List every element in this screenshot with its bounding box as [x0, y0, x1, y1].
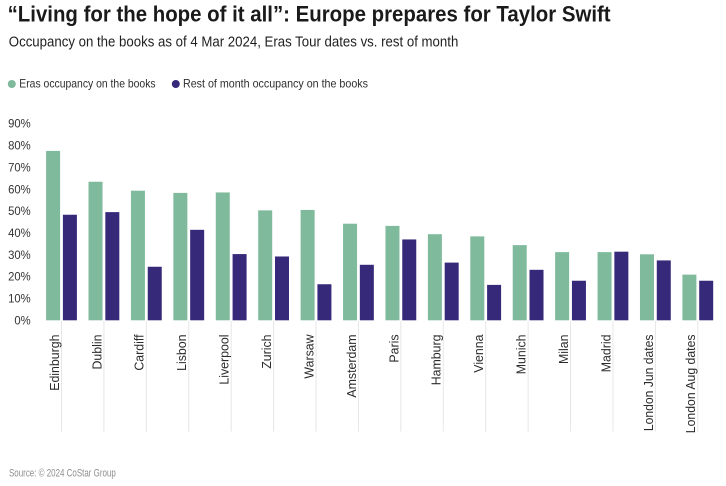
svg-text:Vienna: Vienna: [471, 334, 486, 373]
svg-text:Dublin: Dublin: [89, 335, 104, 370]
svg-text:Edinburgh: Edinburgh: [47, 335, 62, 391]
svg-text:80%: 80%: [8, 139, 31, 153]
svg-text:Source: © 2024 CoStar Group: Source: © 2024 CoStar Group: [9, 467, 116, 479]
svg-text:“Living for the hope of it all: “Living for the hope of it all”: Europe …: [8, 1, 612, 26]
svg-text:Milan: Milan: [556, 335, 571, 365]
svg-text:70%: 70%: [8, 160, 31, 174]
svg-text:Occupancy on the books as of 4: Occupancy on the books as of 4 Mar 2024,…: [9, 34, 459, 51]
svg-text:10%: 10%: [8, 292, 31, 306]
svg-text:Warsaw: Warsaw: [301, 334, 316, 379]
svg-text:London Aug dates: London Aug dates: [683, 334, 698, 433]
svg-text:Cardiff: Cardiff: [132, 334, 147, 370]
svg-text:50%: 50%: [8, 204, 31, 218]
svg-text:Liverpool: Liverpool: [217, 334, 232, 384]
svg-text:0%: 0%: [14, 313, 31, 327]
svg-text:Rest of month occupancy on the: Rest of month occupancy on the books: [183, 76, 368, 90]
svg-text:Hamburg: Hamburg: [429, 335, 444, 386]
svg-text:Eras occupancy on the books: Eras occupancy on the books: [19, 76, 155, 90]
svg-text:40%: 40%: [8, 226, 31, 240]
svg-text:60%: 60%: [8, 182, 31, 196]
svg-text:Lisbon: Lisbon: [174, 335, 189, 371]
svg-text:Amsterdam: Amsterdam: [344, 335, 359, 398]
svg-text:90%: 90%: [8, 117, 31, 131]
svg-text:Zurich: Zurich: [259, 335, 274, 369]
svg-text:Munich: Munich: [514, 335, 529, 375]
svg-text:30%: 30%: [8, 248, 31, 262]
svg-text:London Jun dates: London Jun dates: [641, 334, 656, 431]
svg-text:Paris: Paris: [386, 334, 401, 363]
svg-text:20%: 20%: [8, 270, 31, 284]
svg-text:Madrid: Madrid: [598, 335, 613, 373]
